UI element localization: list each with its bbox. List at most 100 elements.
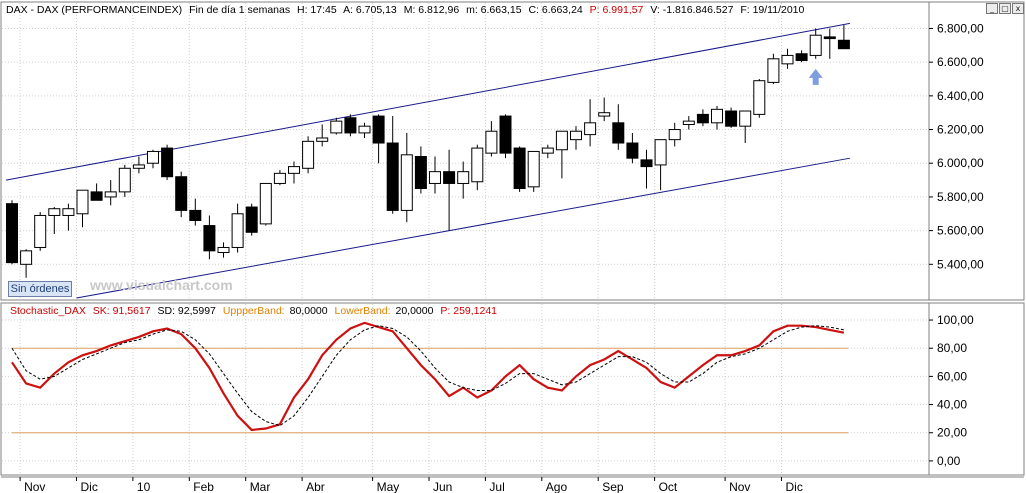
stoch-upper-value: 80,0000 [290, 305, 328, 317]
candle-body-up [711, 108, 723, 124]
x-tick-label: Dic [786, 480, 803, 493]
candle-body-up [147, 150, 159, 164]
candle-body-down [372, 115, 385, 144]
channel-lower-line [76, 157, 850, 299]
arrow-marker-shape [808, 68, 823, 85]
candle-body-up [809, 34, 822, 56]
candle-body-down [90, 191, 103, 201]
header-open: A: 6.705,13 [343, 4, 397, 16]
candle [34, 212, 47, 251]
candle [217, 242, 230, 258]
x-tick-label: Mar [250, 480, 271, 493]
candle [753, 79, 766, 118]
candle [76, 189, 89, 228]
price-ytick-label: 6.800,00 [937, 21, 984, 35]
price-ytick-label: 5.400,00 [937, 257, 984, 271]
stoch-ytick-label: 20,00 [937, 426, 967, 440]
candle [795, 50, 808, 63]
x-tick-label: Sep [602, 480, 624, 493]
x-tick-label: May [377, 480, 400, 493]
candle [781, 48, 794, 69]
candle [20, 249, 33, 278]
candle [457, 161, 470, 199]
candle [471, 144, 484, 191]
header-period: Fin de día 1 semanas [189, 4, 290, 16]
candle [711, 105, 723, 130]
price-ytick-label: 5.600,00 [937, 224, 984, 238]
candle-body-up [132, 164, 145, 169]
candle-body-up [570, 130, 582, 141]
candle-body-down [640, 159, 653, 168]
price-ytick-label: 6.200,00 [937, 123, 984, 137]
header-instrument: DAX - DAX (PERFORMANCEINDEX) [6, 4, 182, 16]
stoch-upper-label: UppperBand: [223, 305, 285, 317]
candle [245, 203, 258, 236]
stoch-ytick-label: 60,00 [937, 369, 967, 383]
candle-body-down [837, 39, 850, 50]
candle-body-up [429, 171, 441, 184]
stoch-ytick-label: 0,00 [937, 454, 961, 468]
candle-body-down [189, 209, 202, 222]
candlestick-series [6, 25, 850, 278]
candle-body-up [753, 80, 766, 115]
candle [485, 121, 498, 157]
price-ytick-label: 6.000,00 [937, 156, 984, 170]
candle-body-up [118, 167, 131, 193]
candle-body-up [654, 139, 667, 166]
candle-body-up [400, 154, 413, 211]
stoch-panel-frame [0, 302, 1025, 476]
candle [414, 146, 427, 194]
stoch-lower-value: 20,0000 [396, 305, 434, 317]
x-tick-label: 10 [137, 480, 151, 493]
candle-body-down [513, 147, 526, 190]
candle [823, 28, 836, 59]
orders-button[interactable]: Sin órdenes [8, 281, 72, 297]
candle-body-down [725, 110, 738, 127]
channel-upper-line [5, 22, 850, 181]
candle [541, 144, 554, 159]
candle-body-down [443, 171, 456, 184]
candle-body-up [358, 125, 371, 134]
candle-body-up [584, 122, 597, 136]
x-axis-labels: Nov Dic 10 Feb Mar Abr May Jun Jul Ago Sep Oct Nov Di… [19, 477, 803, 493]
price-ytick-label: 6.600,00 [937, 55, 984, 69]
candle-body-up [541, 147, 554, 154]
stoch-ytick-label: 40,00 [937, 398, 967, 412]
candle [288, 161, 300, 184]
minimize-button[interactable]: _ [986, 3, 998, 14]
stoch-ytick-label: 80,00 [937, 341, 967, 355]
candle-body-down [612, 122, 625, 144]
stoch-sk-line [11, 321, 845, 432]
candle-body-up [76, 189, 89, 215]
candle-body-up [48, 208, 61, 216]
candle [259, 182, 272, 226]
candle-body-down [626, 142, 639, 159]
x-tick-label: Jun [433, 480, 452, 493]
maximize-button[interactable]: ▢ [999, 3, 1011, 14]
price-ytick-label: 6.400,00 [937, 89, 984, 103]
candle [302, 136, 315, 174]
x-tick-label: Nov [729, 480, 750, 493]
candle [555, 130, 568, 179]
candle-body-up [231, 213, 244, 248]
candle [161, 144, 174, 181]
candle [48, 207, 61, 234]
candle [386, 116, 399, 214]
grid [2, 3, 928, 474]
candle [527, 150, 540, 192]
candle-body-down [386, 142, 399, 211]
candle [104, 180, 117, 206]
candle [682, 116, 695, 130]
candle [513, 146, 526, 192]
candle-body-down [696, 113, 709, 124]
candle [725, 107, 738, 128]
header-volume: V: -1.816.846.527 [650, 4, 733, 16]
candle-body-up [288, 166, 300, 174]
candle [62, 203, 75, 231]
candle-body-down [245, 206, 258, 233]
candle-body-down [414, 156, 427, 190]
candle [358, 122, 371, 138]
candle-body-up [302, 140, 315, 169]
close-button[interactable]: x [1012, 3, 1024, 14]
